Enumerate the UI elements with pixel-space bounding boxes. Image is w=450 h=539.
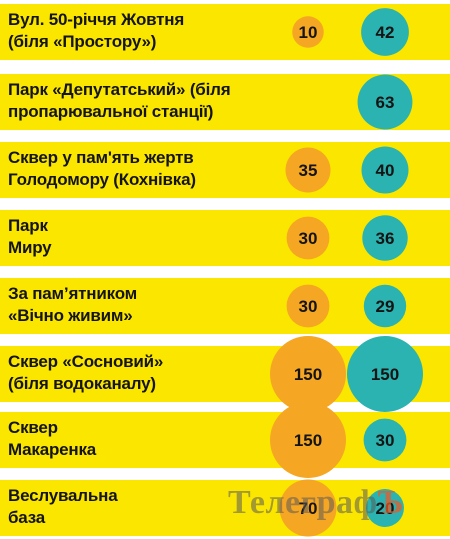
- row-label-line: Голодомору (Кохнівка): [8, 170, 196, 189]
- bubble-value-a: 30: [299, 297, 318, 316]
- bubble-value-b: 42: [376, 23, 395, 42]
- row-label-line: Веслувальна: [8, 486, 118, 505]
- bubble-b: [347, 336, 423, 412]
- row-label-line: Сквер «Сосновий»: [8, 352, 164, 371]
- bubble-b: [362, 215, 408, 261]
- row-label: За пам’ятником «Вічно живим»: [8, 283, 137, 327]
- row-label-line: пропарювальної станції): [8, 102, 214, 121]
- bubble-b: [357, 74, 413, 130]
- bubble-b: [361, 8, 409, 56]
- bubble-a: [285, 147, 331, 193]
- row-label-line: база: [8, 508, 46, 527]
- row-label-line: Парк: [8, 216, 48, 235]
- row-label-line: Сквер: [8, 418, 58, 437]
- row-label-line: (біля водоканалу): [8, 374, 156, 393]
- row-label-line: (біля «Простору»): [8, 32, 157, 51]
- bubble-a: [292, 16, 324, 48]
- watermark: ТелеграфЪ: [228, 484, 405, 521]
- bubble-a: [270, 336, 346, 412]
- bubble-value-b: 40: [376, 161, 395, 180]
- bubble-a: [279, 479, 337, 537]
- bubble-value-b: 29: [376, 297, 395, 316]
- row-label-line: «Вічно живим»: [8, 306, 133, 325]
- bubble-value-a: 150: [294, 431, 322, 450]
- row-label-line: Миру: [8, 238, 52, 257]
- row-label: Вул. 50-річчя Жовтня (біля «Простору»): [8, 9, 184, 53]
- row-label-line: Вул. 50-річчя Жовтня: [8, 10, 185, 29]
- row-label-line: За пам’ятником: [8, 284, 138, 303]
- row-label-line: Парк «Депутатський» (біля: [8, 80, 231, 99]
- row-label: Сквер у пам'ять жертв Голодомору (Кохнівк…: [8, 147, 196, 191]
- row-label-line: Сквер у пам'ять жертв: [8, 148, 194, 167]
- bubble-value-a: 150: [294, 365, 322, 384]
- bubble-a: [286, 284, 330, 328]
- bubble-value-b: 36: [376, 229, 395, 248]
- bubble-value-b: 150: [371, 365, 399, 384]
- bubble-value-a: 70: [299, 499, 318, 518]
- bubble-value-a: 10: [299, 23, 318, 42]
- bubble-b: [363, 284, 407, 328]
- row-label: Парк Миру: [8, 215, 52, 259]
- bubble-b: [363, 418, 407, 462]
- row-label: Сквер «Сосновий» (біля водоканалу): [8, 351, 163, 395]
- bubble-b: [366, 489, 404, 527]
- bubble-value-b: 20: [376, 499, 395, 518]
- bubble-b: [361, 146, 409, 194]
- row-label: Парк «Депутатський» (біля пропарювальної …: [8, 79, 231, 123]
- row-label: Сквер Макаренка: [8, 417, 96, 461]
- bubble-value-a: 30: [299, 229, 318, 248]
- row-label: Веслувальна база: [8, 485, 118, 529]
- row-label-line: Макаренка: [8, 440, 97, 459]
- bubble-value-a: 35: [299, 161, 318, 180]
- bubble-a: [286, 216, 330, 260]
- bubble-value-b: 63: [376, 93, 395, 112]
- bubble-value-b: 30: [376, 431, 395, 450]
- bubble-a: [270, 402, 346, 478]
